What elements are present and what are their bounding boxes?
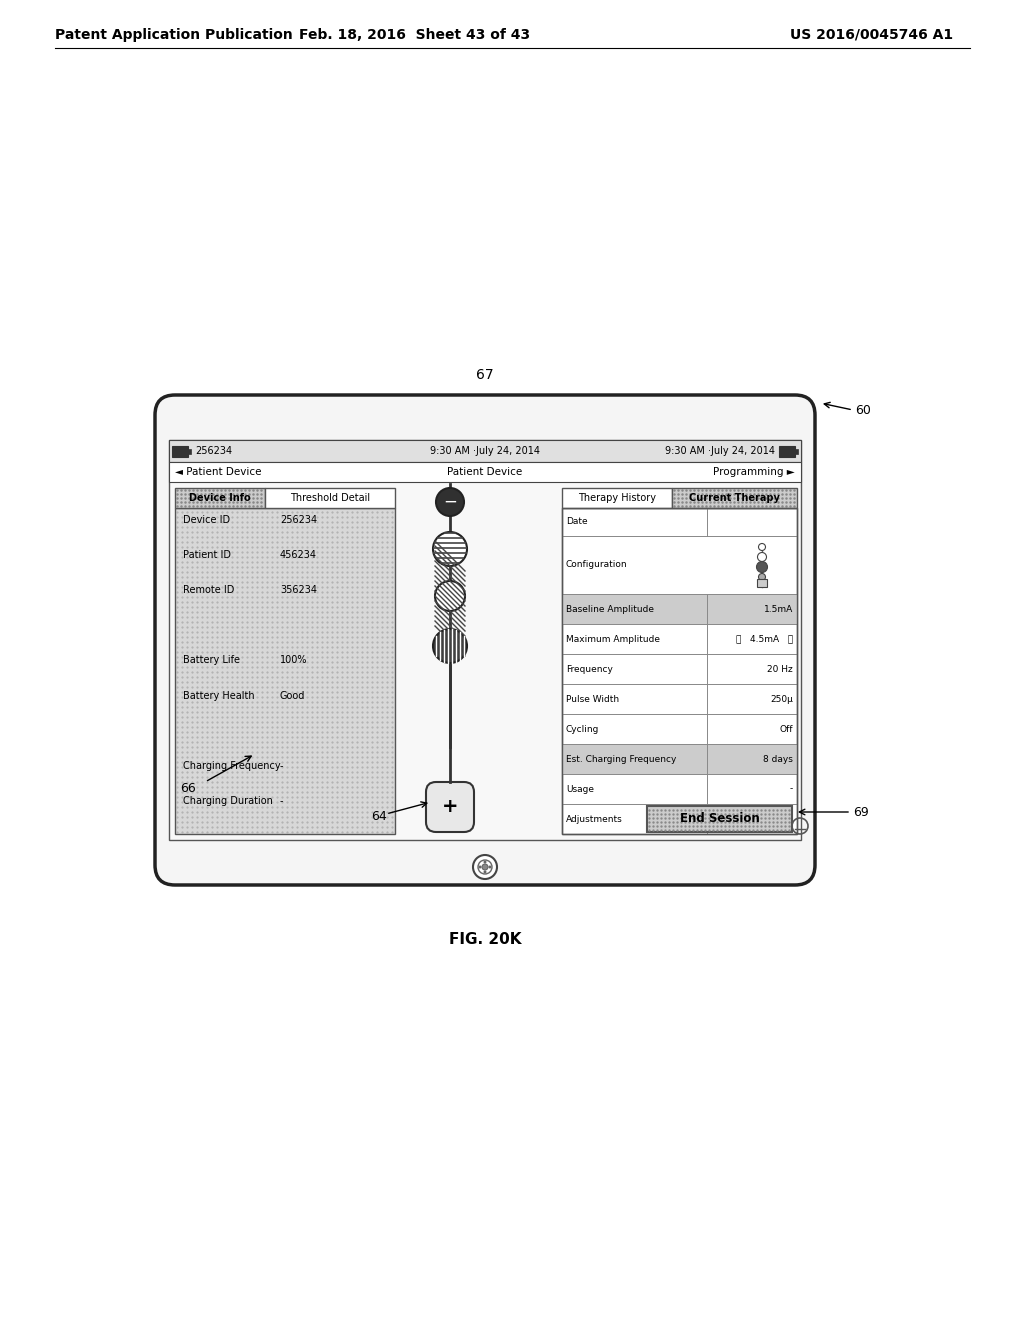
Circle shape bbox=[478, 866, 481, 869]
Text: End Session: End Session bbox=[680, 813, 760, 825]
Text: 64: 64 bbox=[371, 810, 387, 824]
Circle shape bbox=[483, 861, 486, 863]
Text: FIG. 20K: FIG. 20K bbox=[449, 932, 521, 948]
Text: Pulse Width: Pulse Width bbox=[566, 694, 620, 704]
Text: -: - bbox=[790, 814, 793, 824]
Circle shape bbox=[483, 870, 486, 874]
Text: 69: 69 bbox=[853, 805, 868, 818]
Bar bbox=[562, 744, 797, 774]
Bar bbox=[779, 446, 795, 457]
Bar bbox=[562, 594, 797, 624]
Bar bbox=[169, 440, 801, 840]
Circle shape bbox=[436, 488, 464, 516]
Circle shape bbox=[759, 573, 766, 581]
Bar bbox=[647, 807, 792, 832]
Circle shape bbox=[758, 553, 767, 561]
Text: Feb. 18, 2016  Sheet 43 of 43: Feb. 18, 2016 Sheet 43 of 43 bbox=[299, 28, 530, 42]
Bar bbox=[188, 449, 191, 454]
Text: Adjustments: Adjustments bbox=[566, 814, 623, 824]
Text: Date: Date bbox=[566, 517, 588, 527]
Text: 8 days: 8 days bbox=[763, 755, 793, 763]
Circle shape bbox=[482, 865, 488, 870]
Text: Cycling: Cycling bbox=[566, 725, 599, 734]
Text: Charging Duration: Charging Duration bbox=[183, 796, 272, 807]
Text: Patient ID: Patient ID bbox=[183, 550, 231, 560]
Text: Device Info: Device Info bbox=[189, 492, 251, 503]
Circle shape bbox=[759, 544, 766, 550]
Text: 250μ: 250μ bbox=[770, 694, 793, 704]
Circle shape bbox=[488, 866, 492, 869]
Text: Therapy History: Therapy History bbox=[578, 492, 656, 503]
Bar bbox=[757, 579, 767, 587]
Bar bbox=[795, 449, 798, 454]
Text: Charging Frequency: Charging Frequency bbox=[183, 760, 281, 771]
Text: −: − bbox=[443, 492, 457, 511]
Text: Maximum Amplitude: Maximum Amplitude bbox=[566, 635, 660, 644]
Text: Device ID: Device ID bbox=[183, 515, 230, 525]
Circle shape bbox=[473, 855, 497, 879]
Bar bbox=[169, 440, 801, 462]
Text: 〈   4.5mA   〉: 〈 4.5mA 〉 bbox=[736, 635, 793, 644]
Text: 67: 67 bbox=[476, 368, 494, 381]
Bar bbox=[169, 462, 801, 482]
Text: Battery Health: Battery Health bbox=[183, 690, 255, 701]
Text: US 2016/0045746 A1: US 2016/0045746 A1 bbox=[790, 28, 953, 42]
Text: Patient Device: Patient Device bbox=[447, 467, 522, 477]
Bar bbox=[175, 488, 265, 508]
Text: Baseline Amplitude: Baseline Amplitude bbox=[566, 605, 654, 614]
Text: Patent Application Publication: Patent Application Publication bbox=[55, 28, 293, 42]
Bar bbox=[265, 488, 395, 508]
Text: Good: Good bbox=[280, 690, 305, 701]
Text: Programming ►: Programming ► bbox=[714, 467, 795, 477]
Text: Configuration: Configuration bbox=[566, 561, 628, 569]
Text: 456234: 456234 bbox=[280, 550, 317, 560]
Circle shape bbox=[433, 532, 467, 566]
Text: Battery Life: Battery Life bbox=[183, 656, 240, 665]
FancyBboxPatch shape bbox=[426, 781, 474, 832]
Text: 9:30 AM ·July 24, 2014: 9:30 AM ·July 24, 2014 bbox=[665, 446, 775, 455]
Text: 256234: 256234 bbox=[280, 515, 317, 525]
Circle shape bbox=[757, 561, 768, 573]
Text: 1.5mA: 1.5mA bbox=[764, 605, 793, 614]
Text: 356234: 356234 bbox=[280, 585, 317, 595]
Bar bbox=[672, 488, 797, 508]
Text: Est. Charging Frequency: Est. Charging Frequency bbox=[566, 755, 677, 763]
Text: 20 Hz: 20 Hz bbox=[767, 665, 793, 673]
Text: Remote ID: Remote ID bbox=[183, 585, 234, 595]
Text: 66: 66 bbox=[180, 783, 196, 796]
Text: Off: Off bbox=[779, 725, 793, 734]
Text: Frequency: Frequency bbox=[566, 665, 613, 673]
Text: -: - bbox=[790, 784, 793, 793]
Bar bbox=[562, 488, 672, 508]
Text: 100%: 100% bbox=[280, 656, 307, 665]
Text: -: - bbox=[280, 796, 284, 807]
Bar bbox=[175, 508, 395, 834]
Bar bbox=[172, 446, 188, 457]
Text: Usage: Usage bbox=[566, 784, 594, 793]
Circle shape bbox=[435, 581, 465, 611]
Text: 60: 60 bbox=[855, 404, 870, 417]
Bar bbox=[562, 508, 797, 834]
Text: Threshold Detail: Threshold Detail bbox=[290, 492, 370, 503]
Text: -: - bbox=[280, 760, 284, 771]
Bar bbox=[562, 508, 797, 834]
Circle shape bbox=[433, 630, 467, 663]
Text: ◄ Patient Device: ◄ Patient Device bbox=[175, 467, 261, 477]
Text: 256234: 256234 bbox=[195, 446, 232, 455]
Text: 9:30 AM ·July 24, 2014: 9:30 AM ·July 24, 2014 bbox=[430, 446, 540, 455]
Text: Current Therapy: Current Therapy bbox=[688, 492, 779, 503]
FancyBboxPatch shape bbox=[155, 395, 815, 884]
Text: +: + bbox=[441, 797, 459, 817]
